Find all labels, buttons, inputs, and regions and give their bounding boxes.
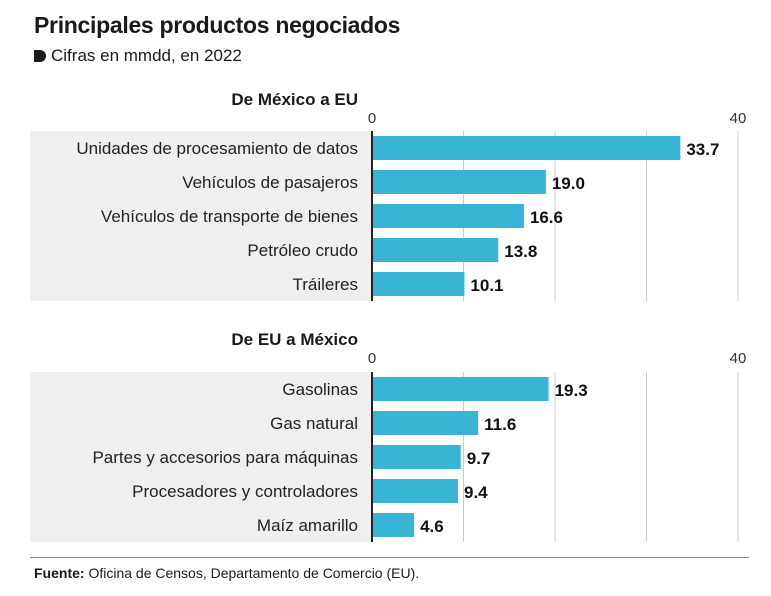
bar [372,204,524,228]
category-label: Gasolinas [282,380,358,399]
category-label: Vehículos de pasajeros [182,173,358,192]
value-label: 4.6 [420,517,444,536]
tick-label-max: 40 [730,110,747,127]
chart-canvas: De México a EU 0 40 Unidades de procesamien… [30,90,749,542]
tick-label-min: 0 [368,350,376,367]
value-label: 9.4 [464,483,488,502]
category-label: Vehículos de transporte de bienes [101,207,358,226]
category-label: Tráileres [293,275,359,294]
section-title: De EU a México [231,330,358,349]
bullet-icon [34,50,46,62]
bar [372,411,479,435]
chart-title: Principales productos negociados [34,12,401,38]
tick-label-min: 0 [368,110,376,127]
bar [372,170,546,194]
bar [372,238,499,262]
bar [372,377,549,401]
source-label: Fuente: [34,565,85,581]
value-label: 19.3 [555,381,588,400]
value-label: 33.7 [686,140,719,159]
bar [372,513,415,537]
subtitle-text: Cifras en mmdd, en 2022 [51,46,242,65]
value-label: 11.6 [484,415,516,434]
category-label: Unidades de procesamiento de datos [76,139,358,158]
tick-label-max: 40 [730,350,747,367]
footer-divider [30,557,749,558]
bar [372,272,465,296]
bar [372,479,459,503]
category-label: Gas natural [270,414,358,433]
bar [372,445,461,469]
category-label: Maíz amarillo [257,516,358,535]
value-label: 13.8 [504,242,537,261]
chart-subtitle: Cifras en mmdd, en 2022 [34,46,242,66]
value-label: 10.1 [470,276,503,295]
source-text: Oficina de Censos, Departamento de Comer… [84,565,420,581]
value-label: 16.6 [530,208,563,227]
bar [372,136,681,160]
category-label: Partes y accesorios para máquinas [92,448,358,467]
value-label: 9.7 [467,449,491,468]
section-title: De México a EU [231,90,358,109]
source-note: Fuente: Oficina de Censos, Departamento … [34,565,419,581]
value-label: 19.0 [552,174,585,193]
category-label: Procesadores y controladores [132,482,358,501]
category-label: Petróleo crudo [247,241,358,260]
